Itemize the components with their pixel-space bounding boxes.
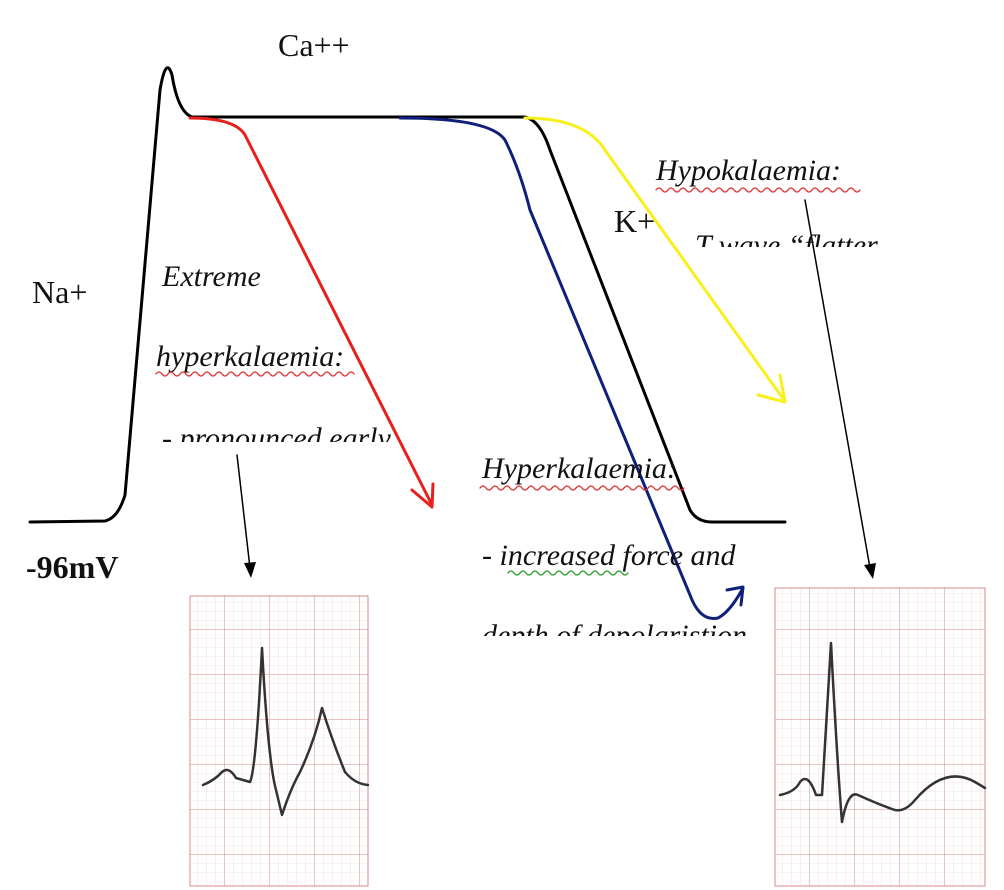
spell-underline: [155, 371, 355, 377]
annotation: - pronounced early: [162, 422, 392, 455]
ecg-hypokalaemia: [774, 587, 987, 887]
pointer: [804, 199, 871, 569]
grammar-underline: [507, 570, 629, 576]
annotation: T wave “flatter: [695, 229, 878, 262]
annotation: depth of depolaristion: [482, 619, 747, 652]
hyperkalaemia-curve: [398, 116, 745, 621]
annotation: hyperkalaemia:: [156, 340, 344, 373]
arrowhead: [756, 373, 787, 404]
arrowhead: [410, 482, 435, 509]
ion-label: Na+: [32, 274, 87, 310]
arrowhead: [864, 563, 876, 579]
spell-underline: [655, 187, 861, 193]
annotation: - increased force and: [482, 539, 737, 572]
spell-underline: [479, 485, 685, 491]
arrowhead: [725, 585, 745, 607]
pointer: [236, 454, 251, 569]
ion-label: K+: [614, 203, 655, 239]
extreme-hyperkalaemia-curve: [188, 116, 434, 507]
annotation: Extreme: [161, 260, 261, 293]
annotation: Hyperkalaemia:: [481, 452, 677, 485]
ion-label: Ca++: [278, 27, 350, 63]
ecg-hyperkalaemia: [189, 595, 370, 887]
voltage-label: -96mV: [26, 549, 118, 585]
hypokalaemia-curve: [523, 116, 786, 402]
action-potential: [28, 66, 787, 524]
arrowhead: [244, 562, 256, 578]
annotation: Hypokalaemia:: [655, 154, 841, 187]
